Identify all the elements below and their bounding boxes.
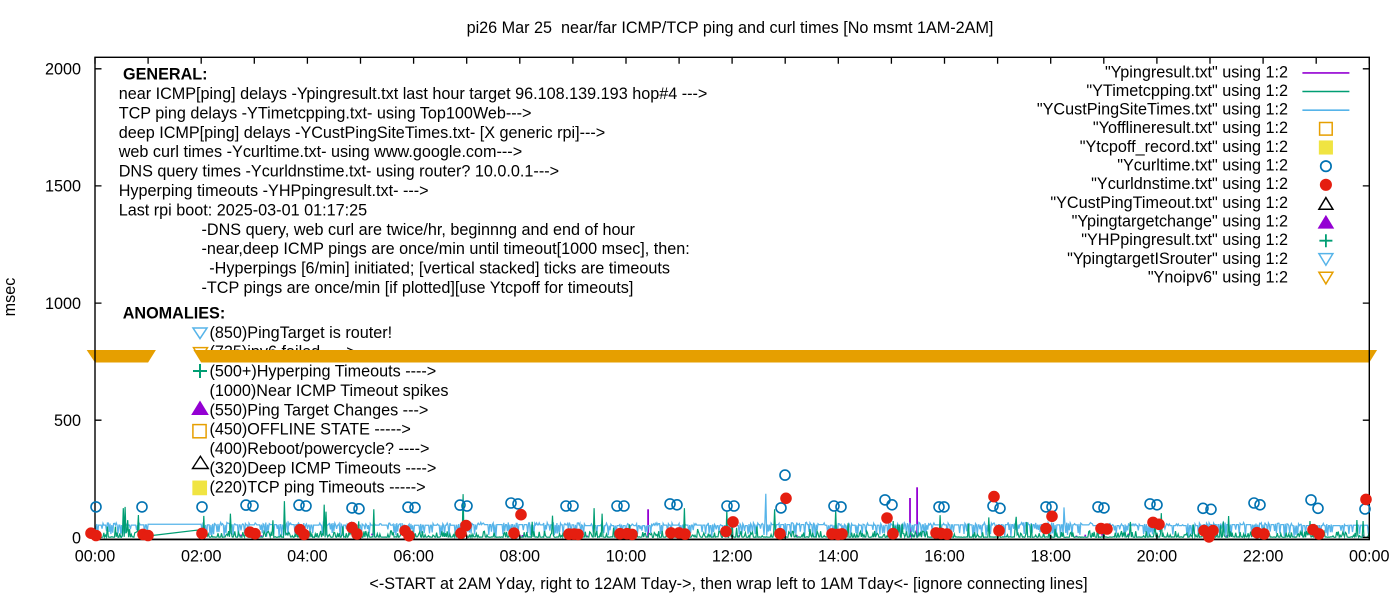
svg-text:deep ICMP[ping] delays -YCustP: deep ICMP[ping] delays -YCustPingSiteTim… [119, 124, 606, 142]
svg-text:near ICMP[ping] delays -Ypingr: near ICMP[ping] delays -Ypingresult.txt … [119, 85, 708, 103]
svg-text:ANOMALIES:: ANOMALIES: [123, 304, 226, 322]
svg-text:"YTimetcpping.txt" using 1:2: "YTimetcpping.txt" using 1:2 [1086, 82, 1288, 100]
svg-text:"Ypingtargetchange" using 1:2: "Ypingtargetchange" using 1:2 [1072, 213, 1288, 231]
svg-text:1500: 1500 [45, 178, 81, 196]
svg-text:Last rpi boot: 2025-03-01 01:1: Last rpi boot: 2025-03-01 01:17:25 [119, 201, 367, 219]
svg-text:(450)OFFLINE STATE ----->: (450)OFFLINE STATE -----> [210, 421, 411, 439]
svg-text:1000: 1000 [45, 295, 81, 313]
svg-text:DNS query times -Ycurldnstime.: DNS query times -Ycurldnstime.txt- using… [119, 163, 559, 181]
svg-text:-TCP pings are once/min [if pl: -TCP pings are once/min [if plotted][use… [202, 279, 634, 297]
svg-text:22:00: 22:00 [1243, 548, 1284, 566]
svg-text:"YpingtargetISrouter" using 1:: "YpingtargetISrouter" using 1:2 [1067, 250, 1288, 268]
svg-text:02:00: 02:00 [181, 548, 222, 566]
svg-text:0: 0 [72, 530, 81, 548]
svg-text:500: 500 [54, 412, 81, 430]
svg-text:(400)Reboot/powercycle? ---->: (400)Reboot/powercycle? ----> [210, 440, 430, 458]
svg-text:(500+)Hyperping Timeouts ---->: (500+)Hyperping Timeouts ----> [210, 363, 437, 381]
svg-text:"Ycurltime.txt" using 1:2: "Ycurltime.txt" using 1:2 [1117, 157, 1288, 175]
svg-text:"YCustPingTimeout.txt" using 1: "YCustPingTimeout.txt" using 1:2 [1050, 194, 1288, 212]
svg-text:18:00: 18:00 [1030, 548, 1071, 566]
svg-text:GENERAL:: GENERAL: [123, 66, 208, 84]
svg-text:14:00: 14:00 [818, 548, 859, 566]
svg-text:(850)PingTarget is router!: (850)PingTarget is router! [210, 324, 393, 342]
svg-text:06:00: 06:00 [393, 548, 434, 566]
svg-text:2000: 2000 [45, 60, 81, 78]
svg-text:"Ycurldnstime.txt" using 1:2: "Ycurldnstime.txt" using 1:2 [1091, 175, 1288, 193]
svg-text:"YHPpingresult.txt" using 1:2: "YHPpingresult.txt" using 1:2 [1081, 231, 1288, 249]
svg-text:16:00: 16:00 [924, 548, 965, 566]
svg-text:20:00: 20:00 [1137, 548, 1178, 566]
svg-text:<-START at 2AM Yday, right to: <-START at 2AM Yday, right to 12AM Tday-… [369, 575, 1087, 593]
svg-text:TCP ping delays -YTimetcpping.: TCP ping delays -YTimetcpping.txt- using… [119, 104, 532, 122]
svg-text:(220)TCP ping Timeouts ----->: (220)TCP ping Timeouts -----> [210, 479, 426, 497]
svg-text:-DNS query, web curl are twice: -DNS query, web curl are twice/hr, begin… [202, 221, 636, 239]
svg-text:Hyperping timeouts -YHPpingres: Hyperping timeouts -YHPpingresult.txt- -… [119, 182, 429, 200]
svg-text:"Ynoipv6" using 1:2: "Ynoipv6" using 1:2 [1148, 268, 1288, 286]
svg-text:"Yofflineresult.txt" using 1:2: "Yofflineresult.txt" using 1:2 [1093, 119, 1288, 137]
svg-text:12:00: 12:00 [712, 548, 753, 566]
svg-text:"YCustPingSiteTimes.txt" using: "YCustPingSiteTimes.txt" using 1:2 [1037, 101, 1288, 119]
svg-text:10:00: 10:00 [606, 548, 647, 566]
svg-text:00:00: 00:00 [1349, 548, 1390, 566]
svg-text:msec: msec [1, 278, 19, 317]
svg-text:(320)Deep ICMP Timeouts ---->: (320)Deep ICMP Timeouts ----> [210, 459, 437, 477]
svg-text:08:00: 08:00 [500, 548, 541, 566]
svg-text:-Hyperpings [6/min] initiated;: -Hyperpings [6/min] initiated; [vertical… [209, 260, 670, 278]
svg-text:web curl times -Ycurltime.txt-: web curl times -Ycurltime.txt- using www… [118, 143, 522, 161]
svg-text:"Ytcpoff_record.txt" using 1:2: "Ytcpoff_record.txt" using 1:2 [1080, 138, 1288, 156]
svg-text:"Ypingresult.txt" using 1:2: "Ypingresult.txt" using 1:2 [1105, 63, 1288, 81]
svg-text:(550)Ping Target Changes --->: (550)Ping Target Changes ---> [210, 401, 429, 419]
svg-text:pi26 Mar 25 near/far ICMP/TCP: pi26 Mar 25 near/far ICMP/TCP ping and c… [467, 19, 994, 37]
svg-text:00:00: 00:00 [75, 548, 116, 566]
svg-text:04:00: 04:00 [287, 548, 328, 566]
svg-text:(1000)Near ICMP Timeout spikes: (1000)Near ICMP Timeout spikes [210, 382, 449, 400]
svg-text:-near,deep ICMP pings are once: -near,deep ICMP pings are once/min until… [202, 240, 690, 258]
